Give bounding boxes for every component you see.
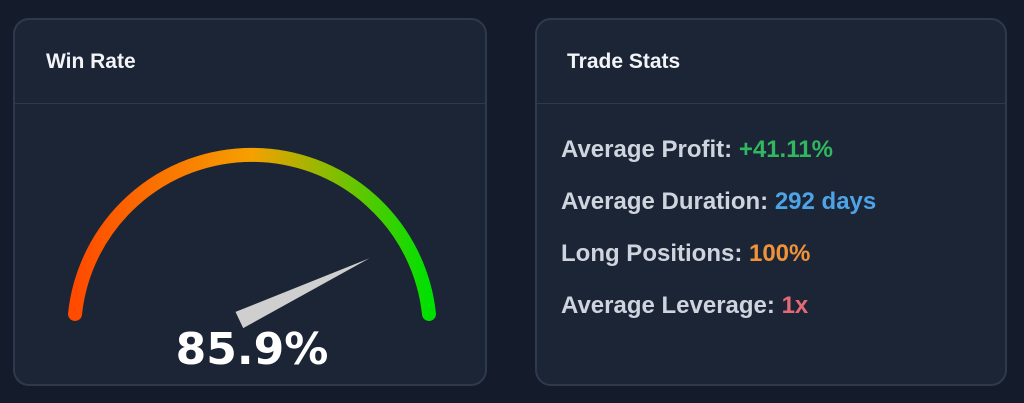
stat-average-profit: Average Profit: +41.11% <box>561 132 876 184</box>
stat-average-duration: Average Duration: 292 days <box>561 184 876 236</box>
stat-value: 100% <box>748 240 811 267</box>
stat-long-positions: Long Positions: 100% <box>561 236 876 288</box>
stat-value: +41.11% <box>738 136 833 163</box>
trade-stats-title: Trade Stats <box>537 20 1005 104</box>
trade-stats-list: Average Profit: +41.11% Average Duration… <box>561 132 876 340</box>
win-rate-title: Win Rate <box>15 20 485 104</box>
stat-label: Average Profit: <box>561 136 733 163</box>
stat-value: 292 days <box>774 188 877 215</box>
stat-value: 1x <box>781 292 809 319</box>
trade-stats-card: Trade Stats Average Profit: +41.11% Aver… <box>535 18 1007 386</box>
gauge-needle <box>235 258 370 329</box>
stat-label: Average Duration: <box>561 188 769 215</box>
win-rate-value: 85.9% <box>176 324 329 375</box>
win-rate-card: Win Rate 85.9% <box>13 18 487 386</box>
stat-label: Average Leverage: <box>561 292 775 319</box>
gauge-arc <box>68 147 436 321</box>
stat-label: Long Positions: <box>561 240 743 267</box>
stat-average-leverage: Average Leverage: 1x <box>561 288 876 340</box>
win-rate-gauge: 85.9% <box>68 147 436 375</box>
